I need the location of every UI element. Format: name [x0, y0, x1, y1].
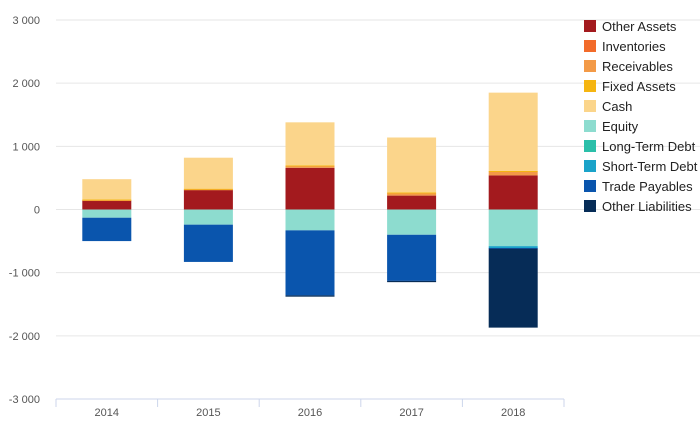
bar-segment	[82, 179, 132, 200]
bar-segment	[183, 189, 233, 210]
bar-segment	[387, 192, 437, 194]
bar-segment	[387, 195, 437, 210]
bar-segment	[82, 209, 132, 218]
legend-label: Other Liabilities	[602, 198, 692, 214]
legend-item[interactable]: Other Liabilities	[584, 196, 697, 216]
x-axis: 2014 2015 2016 2017 2018	[55, 398, 565, 419]
bar-segment	[82, 199, 132, 201]
bar-segment	[82, 200, 132, 202]
bar-segment	[488, 248, 538, 328]
legend-label: Long-Term Debt	[602, 138, 696, 154]
legend-label: Fixed Assets	[602, 78, 676, 94]
legend-label: Other Assets	[602, 18, 677, 34]
legend-item[interactable]: Other Assets	[584, 16, 697, 36]
x-tick-label: 2016	[298, 407, 322, 419]
bar-segment	[387, 234, 437, 281]
x-tick-label: 2017	[399, 407, 423, 419]
bars	[82, 92, 538, 328]
legend-label: Cash	[602, 98, 633, 114]
legend-item[interactable]: Cash	[584, 96, 697, 116]
bar-segment	[387, 137, 437, 193]
y-tick-label: 1 000	[12, 141, 40, 153]
y-axis-tick-labels: 3 000 2 000 1 000 0 -1 000 -2 000 -3 000	[9, 15, 40, 406]
legend-item[interactable]: Fixed Assets	[584, 76, 697, 96]
bar-segment	[488, 92, 538, 171]
bar-segment	[285, 230, 335, 296]
legend-label: Short-Term Debt	[602, 158, 698, 174]
legend-swatch	[584, 80, 596, 92]
bar-segment	[488, 170, 538, 172]
bar-segment	[488, 171, 538, 176]
legend-swatch	[584, 140, 596, 152]
legend-item[interactable]: Equity	[584, 116, 697, 136]
bar-segment	[285, 209, 335, 231]
legend-swatch	[584, 40, 596, 52]
x-tick-label: 2015	[196, 407, 220, 419]
bar-segment	[387, 193, 437, 196]
legend-item[interactable]: Trade Payables	[584, 176, 697, 196]
bar-segment	[488, 246, 538, 249]
bar-segment	[183, 188, 233, 190]
legend-label: Equity	[602, 118, 639, 134]
legend: Other Assets Inventories Receivables Fixed …	[584, 16, 697, 216]
legend-label: Trade Payables	[602, 178, 693, 194]
bar-segment	[285, 122, 335, 166]
legend-item[interactable]: Inventories	[584, 36, 697, 56]
y-tick-label: -1 000	[9, 268, 40, 280]
bar-segment	[387, 209, 437, 235]
y-tick-label: -3 000	[9, 394, 40, 406]
legend-swatch	[584, 200, 596, 212]
y-tick-label: 2 000	[12, 78, 40, 90]
bar-segment	[183, 189, 233, 191]
x-tick-label: 2018	[501, 407, 525, 419]
legend-item[interactable]: Long-Term Debt	[584, 136, 697, 156]
y-tick-label: 3 000	[12, 15, 40, 27]
x-tick-label: 2014	[95, 407, 119, 419]
bar-segment	[488, 209, 538, 247]
bar-segment	[183, 224, 233, 262]
legend-swatch	[584, 120, 596, 132]
bar-segment	[82, 217, 132, 242]
bar-segment	[488, 175, 538, 210]
legend-swatch	[584, 160, 596, 172]
legend-label: Receivables	[602, 58, 673, 74]
bar-segment	[285, 295, 335, 297]
legend-swatch	[584, 60, 596, 72]
bar-segment	[183, 157, 233, 189]
legend-label: Inventories	[602, 38, 666, 54]
legend-swatch	[584, 20, 596, 32]
bar-segment	[285, 165, 335, 167]
legend-item[interactable]: Receivables	[584, 56, 697, 76]
legend-item[interactable]: Short-Term Debt	[584, 156, 697, 176]
bar-segment	[285, 165, 335, 168]
y-tick-label: -2 000	[9, 331, 40, 343]
legend-swatch	[584, 180, 596, 192]
y-tick-label: 0	[34, 205, 40, 217]
bar-segment	[488, 248, 538, 250]
bar-segment	[82, 200, 132, 210]
bar-segment	[285, 167, 335, 210]
bar-segment	[387, 280, 437, 283]
bar-segment	[183, 209, 233, 225]
legend-swatch	[584, 100, 596, 112]
